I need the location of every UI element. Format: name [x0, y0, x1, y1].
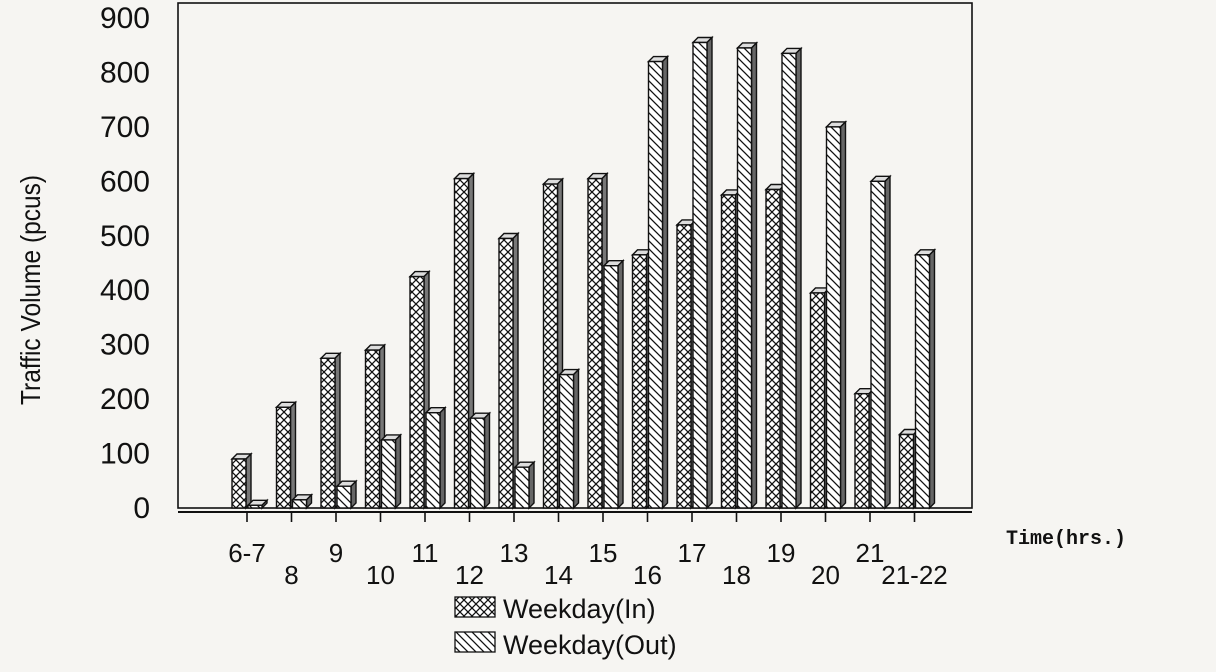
- bar-weekday-out-15: [603, 265, 619, 509]
- x-tick-label-20: 20: [811, 560, 840, 590]
- x-tick-label-11: 11: [412, 538, 439, 568]
- bar-weekday-out-18-side: [750, 41, 758, 510]
- legend-swatch-weekday-in: [454, 596, 496, 618]
- bar-weekday-out-20-side: [839, 120, 847, 510]
- bar-weekday-out-11: [425, 412, 441, 509]
- x-tick-label-15: 15: [589, 538, 618, 568]
- y-tick-label-0: 0: [133, 492, 150, 525]
- bar-weekday-out-19: [781, 52, 797, 509]
- legend-label-weekday-in: Weekday(In): [503, 594, 656, 624]
- bar-weekday-out-21-side: [884, 174, 891, 510]
- bar-weekday-out-16-side: [661, 54, 669, 510]
- bars: [230, 35, 937, 510]
- x-tick-label-21: 21: [856, 538, 885, 568]
- bar-weekday-in-12: [453, 177, 470, 509]
- legend-item-weekday-out: Weekday(Out): [454, 630, 677, 660]
- bar-weekday-out-12: [469, 417, 486, 509]
- y-tick-label-700: 700: [100, 111, 150, 144]
- y-tick-label-900: 900: [100, 2, 150, 35]
- x-tick-label-6-7: 6-7: [228, 538, 266, 568]
- bar-weekday-out-14: [558, 373, 575, 509]
- bar-weekday-out-11-side: [439, 406, 446, 510]
- x-tick-label-14: 14: [544, 560, 573, 590]
- x-tick-label-16: 16: [633, 560, 662, 590]
- x-tick-label-17: 17: [678, 538, 707, 568]
- bar-weekday-in-21-22: [898, 433, 915, 509]
- x-tick-label-10: 10: [366, 560, 395, 590]
- bar-weekday-out-21-22: [914, 254, 931, 509]
- y-tick-label-800: 800: [100, 56, 150, 89]
- y-tick-label-200: 200: [100, 383, 150, 416]
- bar-weekday-out-6-7: [247, 504, 263, 509]
- bar-weekday-out-17-side: [706, 35, 713, 510]
- bar-weekday-in-13: [498, 237, 514, 509]
- bar-weekday-out-16: [647, 60, 664, 509]
- bar-weekday-out-10: [380, 439, 397, 509]
- bar-weekday-out-9: [336, 485, 352, 509]
- bar-weekday-out-18: [736, 47, 753, 509]
- y-tick-label-400: 400: [100, 274, 150, 307]
- y-tick-label-300: 300: [100, 329, 150, 362]
- bar-weekday-in-14: [542, 183, 559, 509]
- x-tick-label-12: 12: [455, 560, 484, 590]
- y-axis-title: Traffic Volume (pcus): [15, 175, 46, 405]
- bar-weekday-in-15: [587, 177, 603, 509]
- bar-weekday-out-13-side: [528, 460, 535, 510]
- x-tick-label-19: 19: [767, 538, 796, 568]
- bar-weekday-out-14-side: [572, 367, 580, 510]
- plot-frame: [177, 2, 973, 509]
- legend: Weekday(In) Weekday(Out): [454, 594, 677, 660]
- x-tick-label-18: 18: [722, 560, 751, 590]
- bar-weekday-out-12-side: [483, 411, 491, 510]
- bar-weekday-in-10: [364, 349, 381, 509]
- bar-weekday-in-8-side: [289, 400, 297, 510]
- bar-weekday-out-21: [870, 180, 886, 509]
- legend-label-weekday-out: Weekday(Out): [503, 630, 677, 660]
- x-axis-title: Time(hrs.): [1006, 528, 1126, 551]
- bar-weekday-in-17: [676, 224, 692, 509]
- y-tick-label-600: 600: [100, 165, 150, 198]
- legend-item-weekday-in: Weekday(In): [454, 594, 656, 624]
- x-tick-label-9: 9: [329, 538, 343, 568]
- y-axis-ticks: 0 100 200 300 400 500 600 700 800 900: [100, 2, 150, 525]
- y-tick-label-500: 500: [100, 220, 150, 253]
- bar-weekday-in-21: [854, 392, 870, 509]
- x-tick-label-21-22: 21-22: [881, 560, 948, 590]
- bar-weekday-in-18: [720, 194, 737, 509]
- legend-swatch-weekday-out: [454, 631, 496, 653]
- bar-weekday-out-17: [692, 41, 708, 509]
- bar-weekday-in-20: [809, 292, 826, 509]
- bar-weekday-in-19: [765, 188, 781, 509]
- bar-weekday-out-15-side: [617, 259, 624, 510]
- bar-weekday-in-8: [275, 406, 292, 509]
- x-tick-label-13: 13: [500, 538, 529, 568]
- bar-weekday-in-16: [631, 254, 648, 509]
- x-tick-label-8: 8: [284, 560, 298, 590]
- bar-weekday-out-19-side: [795, 46, 802, 510]
- bar-weekday-in-6-7-side: [245, 452, 252, 510]
- bar-weekday-in-11: [409, 275, 425, 509]
- bar-weekday-in-9: [320, 357, 336, 509]
- bar-weekday-in-6-7: [231, 458, 247, 509]
- bar-weekday-out-9-side: [350, 479, 357, 510]
- bar-weekday-out-21-22-side: [928, 248, 936, 510]
- bar-weekday-out-10-side: [394, 433, 402, 510]
- bar-weekday-out-20: [825, 126, 842, 509]
- y-tick-label-100: 100: [100, 438, 150, 471]
- bar-weekday-out-8: [291, 499, 308, 509]
- bar-weekday-out-13: [514, 466, 530, 509]
